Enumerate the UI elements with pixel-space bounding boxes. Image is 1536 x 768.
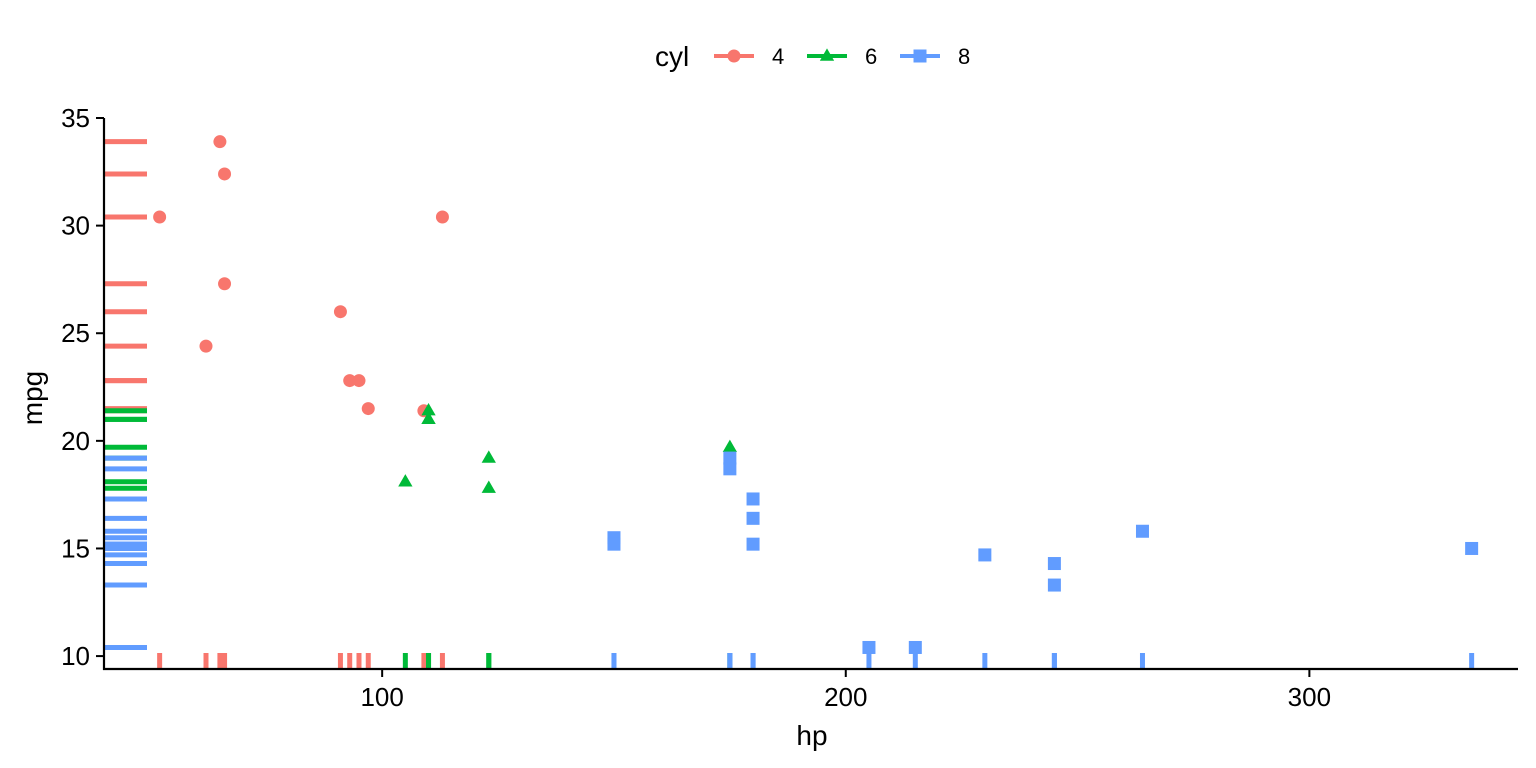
point-cyl-8 (723, 451, 737, 465)
point-cyl-6 (481, 480, 496, 493)
legend-item-cyl-6: 6 (807, 44, 877, 69)
point-cyl-6 (421, 411, 436, 425)
point-cyl-8 (723, 462, 737, 476)
point-cyl-4 (352, 374, 366, 388)
point-cyl-8 (746, 511, 760, 525)
y-axis-title: mpg (17, 371, 48, 425)
point-cyl-8 (908, 640, 922, 654)
point-cyl-8 (746, 537, 760, 551)
point-cyl-8 (1047, 578, 1061, 592)
axes: 10 15 20 25 30 35 100 200 300 (61, 103, 1518, 712)
legend-title: cyl (655, 41, 689, 72)
point-cyl-6 (722, 439, 738, 453)
legend-label: 8 (958, 44, 970, 69)
point-cyl-4 (213, 135, 227, 149)
x-axis-title: hp (796, 720, 827, 751)
point-cyl-8 (978, 548, 992, 562)
point-cyl-4 (218, 167, 232, 181)
point-cyl-4 (199, 339, 213, 353)
legend-label: 4 (772, 44, 784, 69)
legend-item-cyl-8: 8 (900, 44, 970, 69)
point-cyl-8 (1135, 524, 1149, 538)
point-cyl-4 (153, 210, 167, 224)
point-cyl-4 (218, 277, 232, 291)
y-tick-label: 20 (61, 426, 90, 456)
point-cyl-8 (607, 537, 621, 551)
y-tick-label: 35 (61, 103, 90, 133)
point-cyl-4 (343, 374, 357, 388)
y-tick-label: 10 (61, 641, 90, 671)
point-cyl-6 (398, 474, 413, 487)
point-cyl-8 (1465, 541, 1479, 555)
data-points (153, 135, 1479, 654)
point-cyl-8 (862, 640, 876, 654)
point-cyl-6 (481, 450, 496, 463)
legend-item-cyl-4: 4 (714, 44, 784, 69)
rug-marks (104, 139, 1475, 669)
point-cyl-4 (333, 305, 347, 319)
point-cyl-8 (746, 492, 760, 506)
legend-key-marker (727, 49, 741, 63)
point-cyl-6 (421, 403, 436, 416)
legend-key-marker (913, 49, 927, 63)
y-tick-label: 15 (61, 533, 90, 563)
legend-label: 6 (865, 44, 877, 69)
point-cyl-8 (1047, 557, 1061, 571)
x-tick-label: 300 (1288, 682, 1331, 712)
point-cyl-4 (435, 210, 449, 224)
point-cyl-4 (361, 402, 375, 416)
legend-key-marker (819, 48, 835, 61)
x-tick-label: 100 (360, 682, 403, 712)
y-tick-label: 25 (61, 318, 90, 348)
y-tick-label: 30 (61, 211, 90, 241)
x-tick-label: 200 (824, 682, 867, 712)
legend: cyl 4 6 8 (655, 41, 970, 72)
legend-items: 4 6 8 (714, 44, 970, 69)
